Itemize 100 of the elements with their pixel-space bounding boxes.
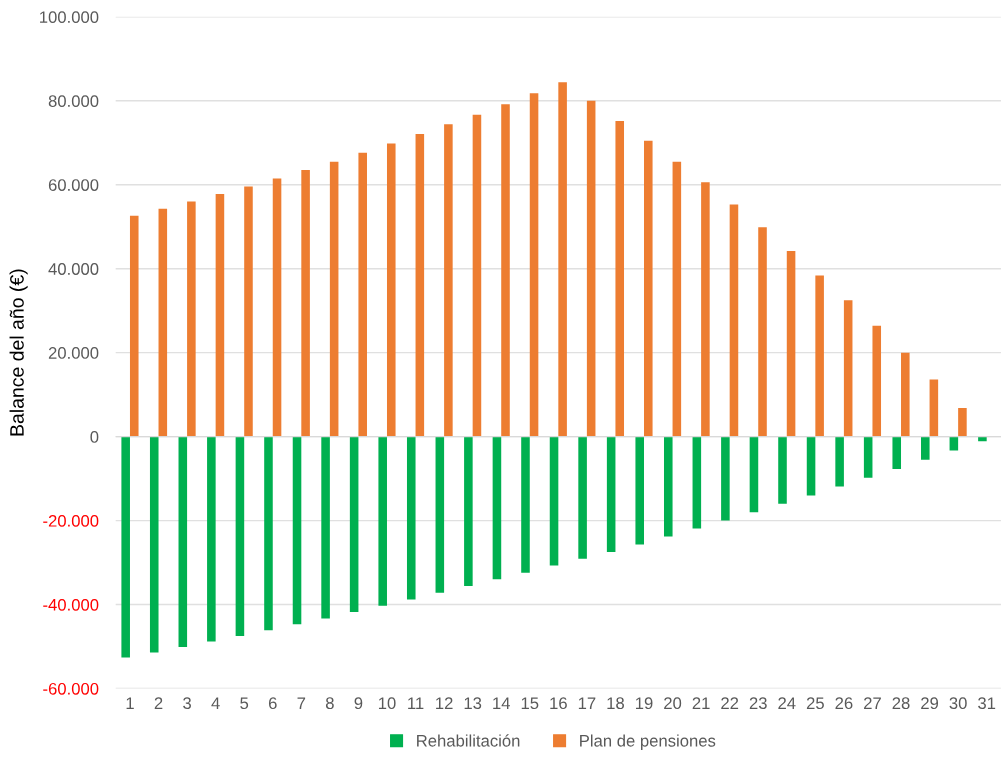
x-tick-label: 5: [240, 697, 249, 710]
bar: [558, 82, 567, 437]
legend-label: Rehabilitación: [417, 734, 520, 747]
x-tick-label: 21: [692, 697, 710, 709]
bar: [921, 436, 930, 460]
bar: [178, 436, 188, 647]
x-tick-label: 4: [211, 697, 220, 709]
bar: [729, 204, 739, 437]
bar: [292, 436, 302, 625]
bar: [121, 436, 130, 658]
bar: [672, 161, 682, 437]
bar: [644, 140, 653, 437]
y-tick-label: 60.000: [48, 179, 99, 191]
bar: [786, 251, 796, 437]
x-tick-label: 17: [578, 697, 596, 709]
bar: [863, 436, 873, 478]
y-tick-label: -60.000: [43, 682, 99, 695]
bar: [806, 436, 816, 496]
y-tick-label: 100.000: [40, 11, 99, 24]
y-tick-label: 80.000: [48, 95, 99, 107]
bar: [501, 104, 510, 437]
bar: [264, 436, 273, 631]
bar: [929, 379, 939, 437]
bar: [358, 152, 367, 437]
x-tick-label: 16: [550, 697, 567, 710]
bar: [549, 436, 559, 566]
x-tick-label: 14: [493, 697, 510, 709]
x-tick-label: 13: [464, 697, 482, 710]
y-tick-label: -20.000: [43, 514, 99, 527]
x-tick-label: 2: [154, 697, 163, 709]
x-tick-label: 22: [721, 697, 739, 709]
bar: [244, 186, 253, 437]
x-tick-label: 30: [949, 697, 967, 710]
bar: [758, 227, 767, 437]
bar: [529, 93, 539, 437]
x-tick-label: 10: [378, 697, 396, 710]
y-tick-label: -40.000: [43, 598, 99, 611]
y-tick-label: 0: [90, 431, 99, 443]
bar: [958, 408, 967, 437]
bar: [978, 436, 987, 442]
x-tick-label: 25: [806, 697, 824, 710]
bar: [386, 143, 396, 437]
bar: [778, 436, 787, 504]
bar: [207, 436, 216, 642]
bar: [378, 436, 387, 606]
bar: [415, 133, 425, 437]
bar: [329, 161, 339, 437]
bar: [187, 201, 196, 437]
x-tick-label: 23: [749, 697, 767, 710]
y-tick-label: 20.000: [48, 347, 99, 359]
x-tick-label: 6: [268, 697, 277, 710]
x-tick-label: 7: [297, 697, 306, 709]
bar: [464, 436, 473, 587]
bar: [578, 436, 587, 559]
bar: [129, 215, 139, 437]
y-axis-title: Balance del año (€): [9, 269, 28, 436]
bar: [615, 120, 625, 437]
bar: [521, 436, 530, 573]
legend-label: Plan de pensiones: [580, 734, 716, 750]
bar: [349, 436, 359, 613]
bar: [272, 178, 282, 437]
bar: [843, 300, 853, 437]
x-tick-label: 3: [183, 697, 191, 710]
bar: [215, 193, 225, 437]
bar: [406, 436, 416, 600]
bar: [892, 436, 902, 469]
bar: [815, 275, 824, 437]
bar: [701, 182, 710, 437]
bar: [901, 352, 910, 437]
x-tick-label: 11: [408, 697, 424, 709]
x-tick-label: 29: [921, 697, 939, 710]
x-tick-label: 15: [521, 697, 539, 710]
bar: [301, 170, 310, 437]
bar: [586, 100, 596, 437]
bar: [835, 436, 844, 487]
x-tick-label: 18: [607, 697, 624, 710]
bar: [692, 436, 702, 529]
x-tick-label: 27: [864, 697, 881, 709]
x-tick-label: 20: [664, 697, 682, 710]
bar: [472, 114, 482, 437]
bar: [492, 436, 502, 580]
bar: [663, 436, 673, 537]
x-tick-label: 24: [778, 697, 796, 709]
bar: [872, 325, 882, 437]
x-tick-label: 19: [636, 697, 653, 710]
bar: [321, 436, 330, 619]
x-tick-label: 12: [436, 697, 453, 709]
bar: [235, 436, 245, 637]
bar: [635, 436, 644, 545]
x-tick-label: 1: [126, 697, 134, 709]
x-tick-label: 8: [325, 697, 334, 710]
bar: [721, 436, 730, 521]
bar: [444, 124, 453, 437]
bar: [149, 436, 159, 653]
bar: [749, 436, 759, 513]
y-tick-label: 40.000: [48, 263, 99, 275]
bar: [435, 436, 445, 593]
bar: [606, 436, 616, 553]
x-tick-label: 31: [978, 697, 996, 710]
x-tick-label: 28: [892, 697, 910, 710]
